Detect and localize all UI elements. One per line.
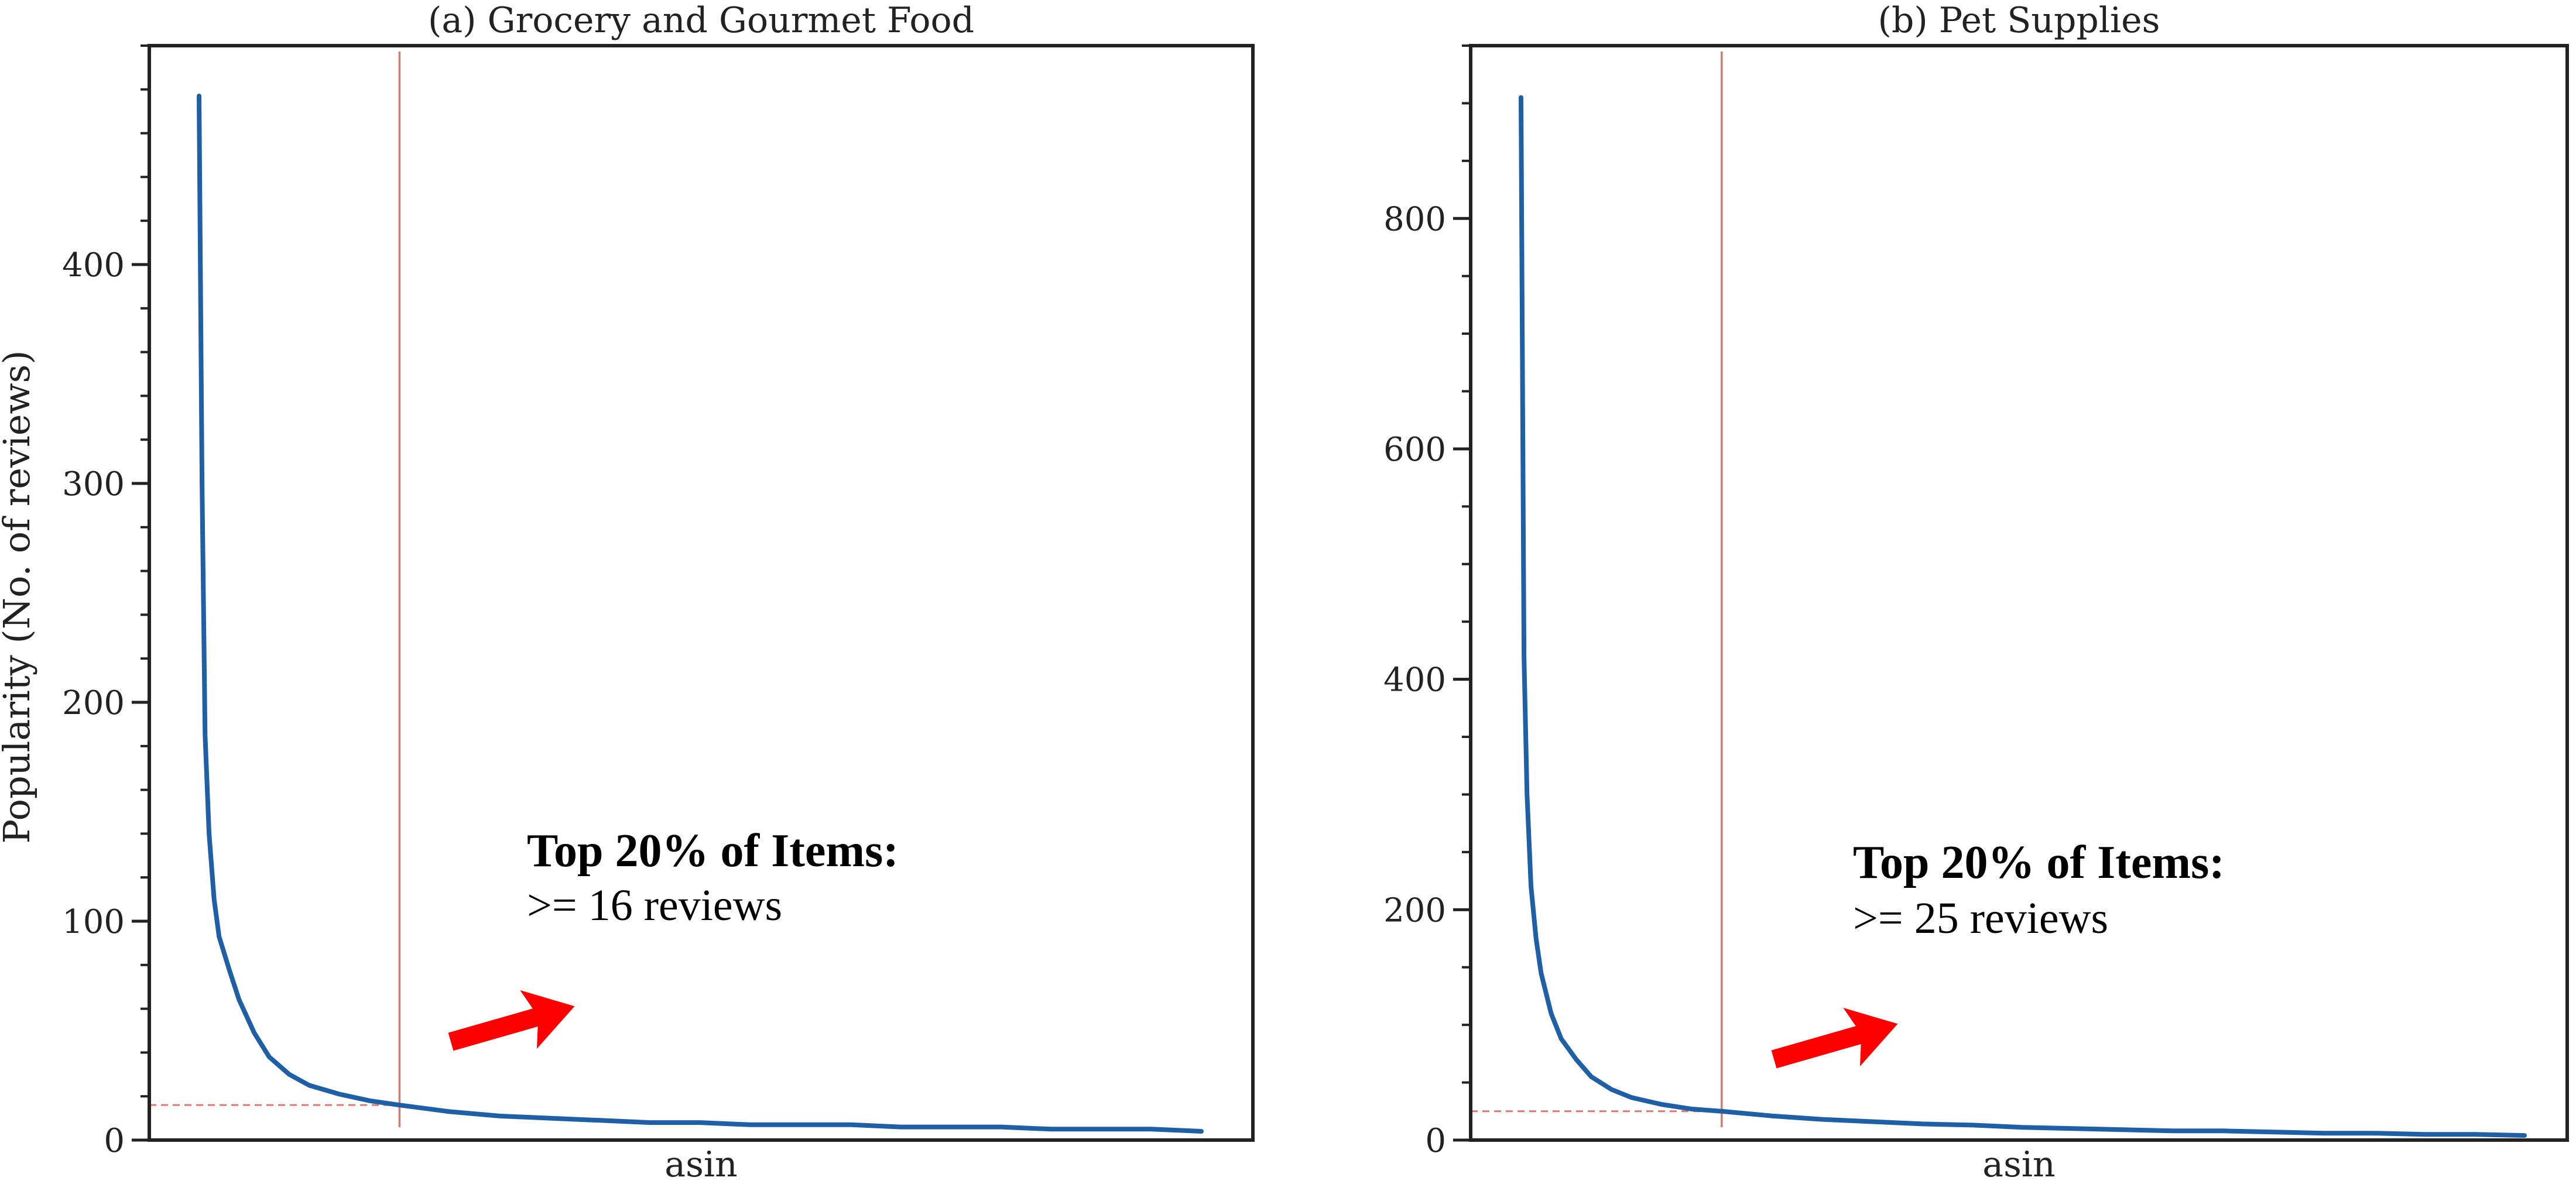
x-axis-label: asin — [664, 1144, 737, 1185]
y-tick-label: 400 — [1383, 661, 1446, 699]
y-tick-label: 100 — [62, 903, 125, 941]
y-tick-label: 0 — [104, 1122, 125, 1160]
y-tick-label: 400 — [62, 246, 125, 284]
plot-frame — [1469, 44, 2569, 1142]
x-axis-label: asin — [1982, 1144, 2055, 1185]
y-tick-label: 0 — [1425, 1122, 1446, 1160]
plot-frame — [148, 44, 1255, 1142]
panel-pet-supplies: (b) Pet Supplies asin 0 200 400 600 800 Top 20%… — [1383, 0, 2569, 1185]
popularity-curve — [197, 94, 1204, 1134]
annotation-text: >= 25 reviews — [1853, 894, 2108, 943]
y-tick-label: 300 — [62, 465, 125, 503]
y-tick-label: 600 — [1383, 431, 1446, 469]
panel-grocery: (a) Grocery and Gourmet Food asin 0 100 200 3… — [62, 0, 1255, 1185]
y-tick-label: 800 — [1383, 200, 1446, 238]
y-tick-label: 200 — [62, 684, 125, 722]
annotation-title: Top 20% of Items: — [527, 825, 899, 877]
arrow-icon — [1771, 1007, 1898, 1069]
chart-title: (a) Grocery and Gourmet Food — [428, 0, 974, 41]
popularity-curve — [1519, 95, 2527, 1138]
chart-title: (b) Pet Supplies — [1878, 0, 2160, 41]
y-tick-label: 200 — [1383, 891, 1446, 929]
annotation-title: Top 20% of Items: — [1853, 837, 2225, 888]
annotation-text: >= 16 reviews — [527, 881, 782, 930]
y-axis-label: Popularity (No. of reviews) — [0, 350, 38, 843]
arrow-icon — [448, 990, 575, 1051]
